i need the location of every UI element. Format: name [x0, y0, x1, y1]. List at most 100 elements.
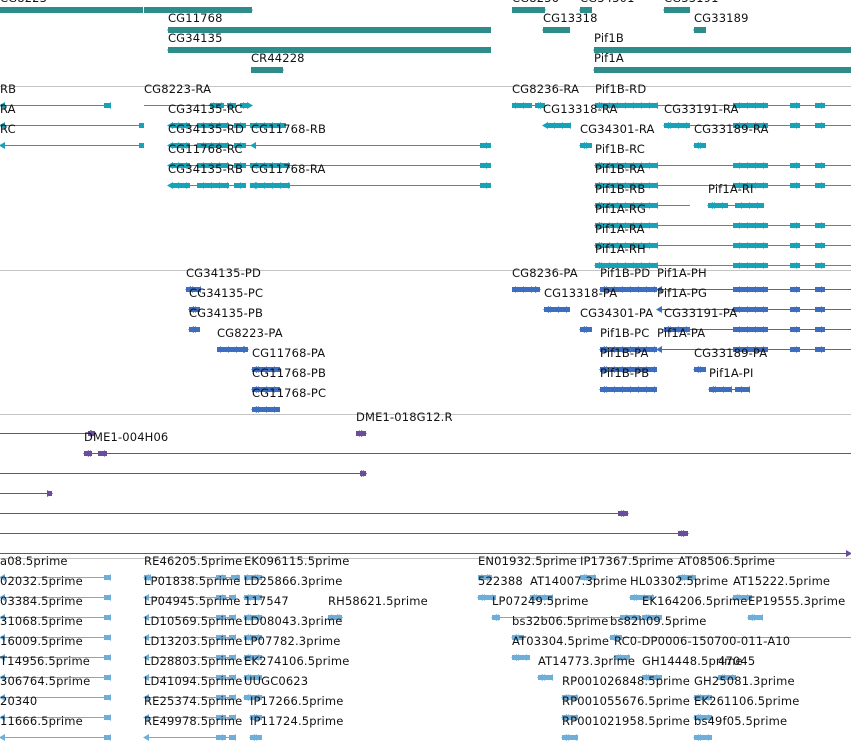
feature-cg34135-pb[interactable]: CG34135-PB: [188, 306, 263, 336]
feature-dme1-018g12.r[interactable]: DME1-018G12.R: [356, 410, 452, 440]
feature-e16[interactable]: 117547: [243, 594, 289, 624]
feature-dme1-004h06[interactable]: DME1-004H06: [83, 430, 851, 460]
feature-cg33189-ra[interactable]: CG33189-RA: [693, 122, 768, 152]
feature-pif1a-ri[interactable]: Pif1A-RI: [707, 182, 764, 212]
feature-e27[interactable]: LD13203.5prime: [143, 634, 242, 664]
feature-cg8223-rc[interactable]: RC: [0, 122, 144, 152]
feature-pif1a-rg[interactable]: Pif1A-RG: [594, 202, 851, 232]
feature-cg8236-ra[interactable]: CG8236-RA: [512, 82, 579, 112]
feature-e35[interactable]: GH14448.5prime: [641, 654, 743, 684]
feature-cg11768-pc[interactable]: CG11768-PC: [251, 386, 326, 416]
feature-e11[interactable]: AT14007.3prime: [529, 574, 627, 604]
feature-pif1b-rb[interactable]: Pif1B-RB: [594, 182, 690, 212]
feature-e12[interactable]: HL03302.5prime: [629, 574, 728, 604]
feature-e41[interactable]: GH25081.3prime: [693, 674, 795, 704]
feature-cg34301[interactable]: CG34301: [579, 0, 634, 17]
feature-e13[interactable]: AT15222.5prime: [732, 574, 830, 604]
feature-cg34135-rc[interactable]: CG34135-RC: [167, 102, 286, 132]
feature-e32[interactable]: LD28803.5prime: [143, 654, 242, 684]
feature-e2[interactable]: RE46205.5prime: [143, 554, 242, 584]
feature-e20[interactable]: EP19555.3prime: [747, 594, 845, 624]
feature-cg11768-ra[interactable]: CG11768-RA: [250, 162, 491, 192]
feature-e40[interactable]: RP001026848.5prime: [561, 674, 690, 704]
feature-e19[interactable]: EK164206.5prime: [641, 594, 747, 624]
feature-cg34135-pc[interactable]: CG34135-PC: [188, 286, 263, 316]
feature-cg33191[interactable]: CG33191: [663, 0, 718, 17]
feature-pif1b-pd[interactable]: Pif1B-PD: [599, 266, 657, 296]
feature-e3[interactable]: EK096115.5prime: [244, 554, 349, 584]
feature-e48[interactable]: RE49978.5prime: [143, 714, 242, 743]
feature-pif1a-ra[interactable]: Pif1A-RA: [594, 222, 851, 252]
feature-cg34301-pa[interactable]: CG34301-PA: [579, 306, 653, 336]
feature-e43[interactable]: RE25374.5prime: [143, 694, 242, 724]
feature-pif1a[interactable]: Pif1A: [593, 51, 851, 77]
feature-cdna-7[interactable]: [0, 546, 851, 560]
feature-e14[interactable]: 03384.5prime: [0, 594, 111, 624]
feature-pif1b-pa[interactable]: Pif1B-PA: [599, 346, 657, 376]
feature-cg33191-ra[interactable]: CG33191-RA: [663, 102, 851, 132]
feature-e33[interactable]: EK274106.5prime: [243, 654, 349, 684]
feature-pif1a-pg[interactable]: Pif1A-PG: [656, 286, 851, 316]
feature-cdna-5[interactable]: [0, 506, 629, 520]
feature-e28[interactable]: LP07782.3prime: [243, 634, 340, 664]
feature-cg11768[interactable]: CG11768: [167, 11, 491, 37]
feature-cdna-6[interactable]: [0, 526, 689, 540]
feature-e23[interactable]: LD08043.3prime: [243, 614, 342, 644]
feature-e9[interactable]: LD25866.3prime: [243, 574, 342, 604]
feature-cg11768-pa[interactable]: CG11768-PA: [251, 346, 325, 376]
feature-e15[interactable]: LP04945.5prime: [143, 594, 240, 624]
feature-e24[interactable]: bs32b06.5prime: [511, 614, 608, 644]
feature-e18[interactable]: LP07249.5prime: [491, 594, 640, 624]
feature-pif1b[interactable]: Pif1B: [593, 31, 851, 57]
feature-cg13318[interactable]: CG13318: [542, 11, 597, 37]
feature-cg8223-pa[interactable]: CG8223-PA: [217, 326, 283, 356]
feature-e47[interactable]: 11666.5prime: [0, 714, 111, 743]
feature-cg13318-pa[interactable]: CG13318-PA: [543, 286, 617, 316]
feature-pif1a-pa[interactable]: Pif1A-PA: [656, 326, 851, 356]
feature-e36[interactable]: 47045: [717, 654, 755, 684]
feature-e44[interactable]: IP17266.5prime: [249, 694, 343, 724]
feature-e8[interactable]: LP01838.5prime: [143, 574, 240, 604]
feature-e4[interactable]: EN01932.5prime: [478, 554, 577, 584]
feature-e31[interactable]: T14956.5prime: [0, 654, 111, 684]
feature-cg8223-rb[interactable]: RB: [0, 82, 111, 112]
feature-cg11768-pb[interactable]: CG11768-PB: [251, 366, 326, 396]
feature-e1[interactable]: a08.5prime: [0, 554, 111, 584]
feature-cg34135-rb[interactable]: CG34135-RB: [167, 162, 246, 192]
feature-e49[interactable]: IP11724.5prime: [249, 714, 343, 743]
feature-e39[interactable]: UUGC0623: [243, 674, 308, 704]
feature-cg8223-ra[interactable]: CG8223-RA: [144, 82, 253, 112]
feature-cg8223[interactable]: CG8223: [0, 0, 253, 17]
feature-pif1b-pb[interactable]: Pif1B-PB: [599, 366, 657, 396]
feature-cg13318-ra[interactable]: CG13318-RA: [542, 102, 617, 132]
feature-cg34301-ra[interactable]: CG34301-RA: [579, 122, 654, 152]
feature-e10[interactable]: 522388: [477, 574, 523, 604]
feature-cg33189[interactable]: CG33189: [693, 11, 748, 37]
feature-e21[interactable]: 31068.5prime: [0, 614, 111, 644]
feature-pif1a-ph[interactable]: Pif1A-PH: [656, 266, 851, 296]
feature-cg11768-rb[interactable]: CG11768-RB: [250, 122, 491, 152]
feature-cdna-1[interactable]: [0, 426, 96, 440]
feature-e51[interactable]: bs49f05.5prime: [693, 714, 787, 743]
feature-e5[interactable]: IP17367.5prime: [579, 554, 673, 584]
feature-cg33189-pa[interactable]: CG33189-PA: [693, 346, 767, 376]
feature-e6[interactable]: AT08506.5prime: [677, 554, 775, 584]
feature-pif1b-rc[interactable]: Pif1B-RC: [594, 142, 851, 172]
feature-cg8236[interactable]: CG8236: [512, 0, 559, 17]
feature-cr44228[interactable]: CR44228: [251, 51, 305, 77]
feature-e26[interactable]: 16009.5prime: [0, 634, 111, 664]
feature-e42[interactable]: 20340: [0, 694, 111, 724]
feature-cdna-4[interactable]: [0, 486, 53, 500]
feature-e38[interactable]: LD41094.5prime: [143, 674, 242, 704]
feature-e46[interactable]: EK261106.5prime: [693, 694, 799, 724]
feature-e34[interactable]: AT14773.3prime: [537, 654, 635, 684]
feature-cg11768-rc[interactable]: CG11768-RC: [167, 142, 491, 172]
feature-cg33191-pa[interactable]: CG33191-PA: [663, 306, 851, 336]
feature-pif1a-pi[interactable]: Pif1A-PI: [708, 366, 753, 396]
feature-e37[interactable]: 306764.5prime: [0, 674, 111, 704]
feature-cg34135[interactable]: CG34135: [167, 31, 491, 57]
feature-cdna-3[interactable]: [0, 466, 367, 480]
feature-pif1a-rh[interactable]: Pif1A-RH: [594, 242, 851, 272]
feature-pif1b-rd[interactable]: Pif1B-RD: [594, 82, 851, 112]
feature-cg8236-pa[interactable]: CG8236-PA: [512, 266, 578, 296]
